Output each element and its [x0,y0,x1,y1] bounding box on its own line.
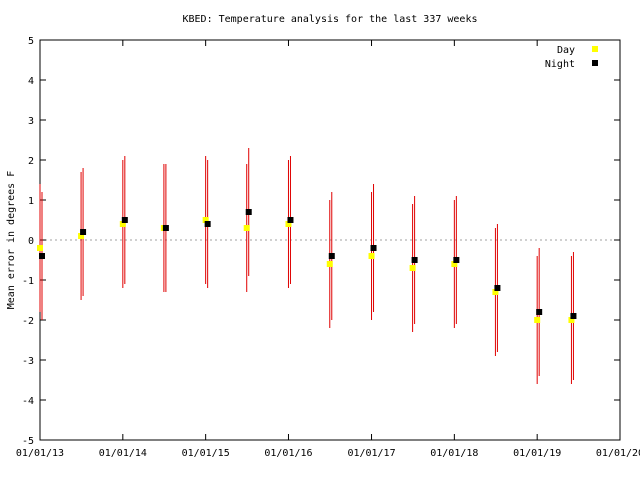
night-point [80,229,87,235]
x-tick-label: 01/01/17 [347,448,395,459]
day-point [285,221,292,227]
x-tick-label: 01/01/18 [430,448,478,459]
y-tick-label: 3 [28,116,34,127]
y-tick-label: 2 [28,156,34,167]
night-point [121,217,128,223]
night-point [494,285,501,291]
x-tick-label: 01/01/13 [16,448,64,459]
y-tick-label: -2 [22,316,34,327]
night-point [411,257,418,263]
day-point [243,225,250,231]
day-point [37,245,43,251]
day-point [492,289,499,295]
night-point [370,245,377,251]
x-tick-label: 01/01/15 [182,448,230,459]
y-axis-label: Mean error in degrees F [6,171,17,309]
day-point [202,217,209,223]
x-tick-label: 01/01/16 [264,448,312,459]
legend-marker-night [592,60,598,66]
day-point [534,317,541,323]
plot-area: 5 4 3 2 1 0 -1 -2 -3 -4 -501/01/13 01/01/14 01/01/15… [16,36,640,459]
legend: Day Night [545,45,598,70]
chart-title: KBED: Temperature analysis for the last … [182,14,477,25]
night-point [162,225,169,231]
y-tick-label: -1 [22,276,34,287]
x-tick-label: 01/01/19 [513,448,561,459]
day-point [326,261,333,267]
night-point [328,253,335,259]
day-point [78,233,85,239]
night-point [204,221,211,227]
y-tick-label: 0 [28,236,34,247]
day-point [119,221,126,227]
y-tick-label: -3 [22,356,34,367]
day-point [368,253,375,259]
day-point [568,317,575,323]
day-point [409,265,416,271]
night-point [245,209,252,215]
x-tick-label: 01/01/14 [99,448,147,459]
night-point [453,257,460,263]
day-point [451,261,458,267]
y-tick-label: 4 [28,76,34,87]
y-tick-label: 1 [28,196,34,207]
legend-label-day: Day [557,45,575,56]
y-tick-label: -4 [22,396,34,407]
night-point [570,313,577,319]
night-point [39,253,45,259]
y-tick-label: -5 [22,436,34,447]
x-tick-label: 01/01/20 [596,448,640,459]
night-point [287,217,294,223]
legend-marker-day [592,46,598,52]
y-tick-label: 5 [28,36,34,47]
night-point [536,309,543,315]
legend-label-night: Night [545,59,575,70]
